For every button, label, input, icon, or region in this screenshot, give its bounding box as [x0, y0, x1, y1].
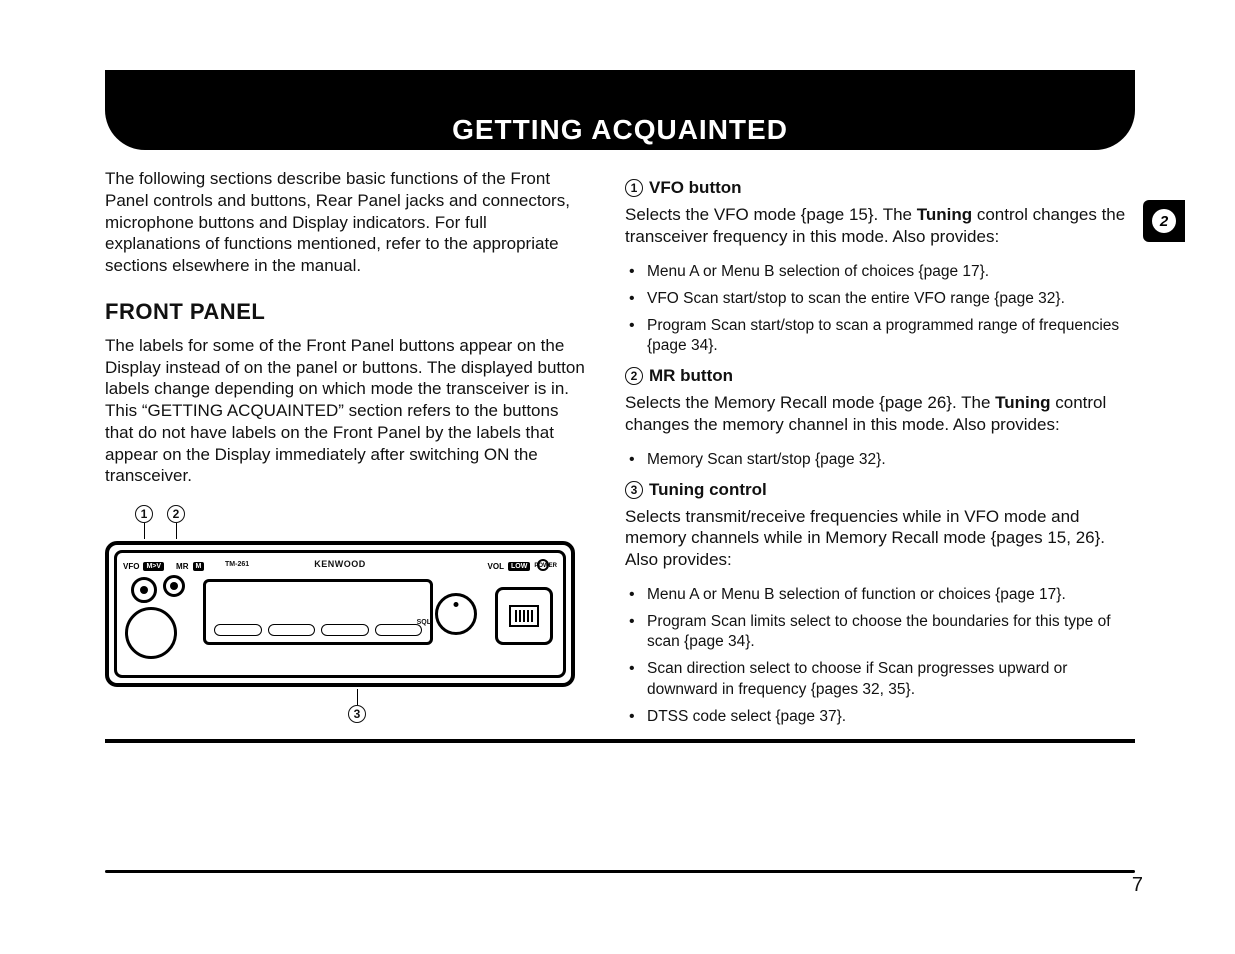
model-label: TM-261 — [225, 561, 249, 568]
m-label: M — [193, 562, 205, 571]
page-number: 7 — [1132, 874, 1143, 897]
vol-label: VOL — [488, 562, 504, 571]
brand-label: KENWOOD — [314, 559, 366, 569]
mic-jack-icon — [495, 587, 553, 645]
chapter-banner: GETTING ACQUAINTED — [105, 70, 1135, 150]
vfo-label: VFO — [123, 562, 139, 571]
callout-3-icon: 3 — [348, 705, 366, 723]
left-column: The following sections describe basic fu… — [105, 168, 585, 737]
diagram-top-callouts: 1 2 — [135, 505, 575, 539]
intro-paragraph: The following sections describe basic fu… — [105, 168, 585, 277]
list-item: VFO Scan start/stop to scan the entire V… — [647, 289, 1135, 309]
item3-title: Tuning control — [649, 480, 767, 500]
callout-2-icon: 2 — [167, 505, 185, 523]
page-footer: 7 — [105, 870, 1135, 873]
front-panel-diagram: 1 2 VFO M>V MR — [105, 505, 575, 723]
power-button-icon — [537, 559, 549, 571]
front-panel-heading: FRONT PANEL — [105, 299, 585, 325]
list-item: Menu A or Menu B selection of function o… — [647, 585, 1135, 605]
item3-paragraph: Selects transmit/receive frequencies whi… — [625, 506, 1135, 571]
page-content: GETTING ACQUAINTED 2 The following secti… — [105, 70, 1135, 737]
radio-panel-inner: VFO M>V MR M VOL LOW POWER TM-261 — [114, 550, 566, 678]
banner-underline — [105, 739, 1135, 743]
radio-panel-outer: VFO M>V MR M VOL LOW POWER TM-261 — [105, 541, 575, 687]
item1-number-icon: 1 — [625, 179, 643, 197]
tuning-knob-icon — [125, 607, 177, 659]
mr-label: MR — [176, 562, 188, 571]
low-label: LOW — [508, 562, 530, 571]
side-tab: 2 — [1143, 200, 1185, 242]
callout-1-icon: 1 — [135, 505, 153, 523]
item1-heading: 1 VFO button — [625, 178, 1135, 198]
item2-title: MR button — [649, 366, 733, 386]
lcd-display — [203, 579, 433, 645]
list-item: Program Scan limits select to choose the… — [647, 612, 1135, 652]
right-column: 1 VFO button Selects the VFO mode {page … — [625, 168, 1135, 737]
vfo-knob-icon — [131, 577, 157, 603]
item3-number-icon: 3 — [625, 481, 643, 499]
footer-rule — [105, 870, 1135, 873]
item3-bullets: Menu A or Menu B selection of function o… — [625, 585, 1135, 727]
side-tab-number: 2 — [1152, 209, 1176, 233]
sql-label: SQL — [417, 619, 431, 626]
mv-label: M>V — [143, 562, 164, 571]
two-column-layout: The following sections describe basic fu… — [105, 168, 1135, 737]
list-item: Scan direction select to choose if Scan … — [647, 659, 1135, 699]
list-item: Memory Scan start/stop {page 32}. — [647, 450, 1135, 470]
lcd-softkeys — [214, 624, 422, 638]
list-item: Program Scan start/stop to scan a progra… — [647, 316, 1135, 356]
front-panel-paragraph: The labels for some of the Front Panel b… — [105, 335, 585, 487]
diagram-bottom-callout: 3 — [139, 689, 575, 723]
item2-paragraph: Selects the Memory Recall mode {page 26}… — [625, 392, 1135, 436]
list-item: Menu A or Menu B selection of choices {p… — [647, 262, 1135, 282]
item1-bullets: Menu A or Menu B selection of choices {p… — [625, 262, 1135, 357]
list-item: DTSS code select {page 37}. — [647, 707, 1135, 727]
item2-number-icon: 2 — [625, 367, 643, 385]
item1-paragraph: Selects the VFO mode {page 15}. The Tuni… — [625, 204, 1135, 248]
mr-knob-icon — [163, 575, 185, 597]
item2-bullets: Memory Scan start/stop {page 32}. — [625, 450, 1135, 470]
item1-title: VFO button — [649, 178, 742, 198]
item2-heading: 2 MR button — [625, 366, 1135, 386]
item3-heading: 3 Tuning control — [625, 480, 1135, 500]
chapter-title: GETTING ACQUAINTED — [105, 114, 1135, 146]
volume-knob-icon — [435, 593, 477, 635]
